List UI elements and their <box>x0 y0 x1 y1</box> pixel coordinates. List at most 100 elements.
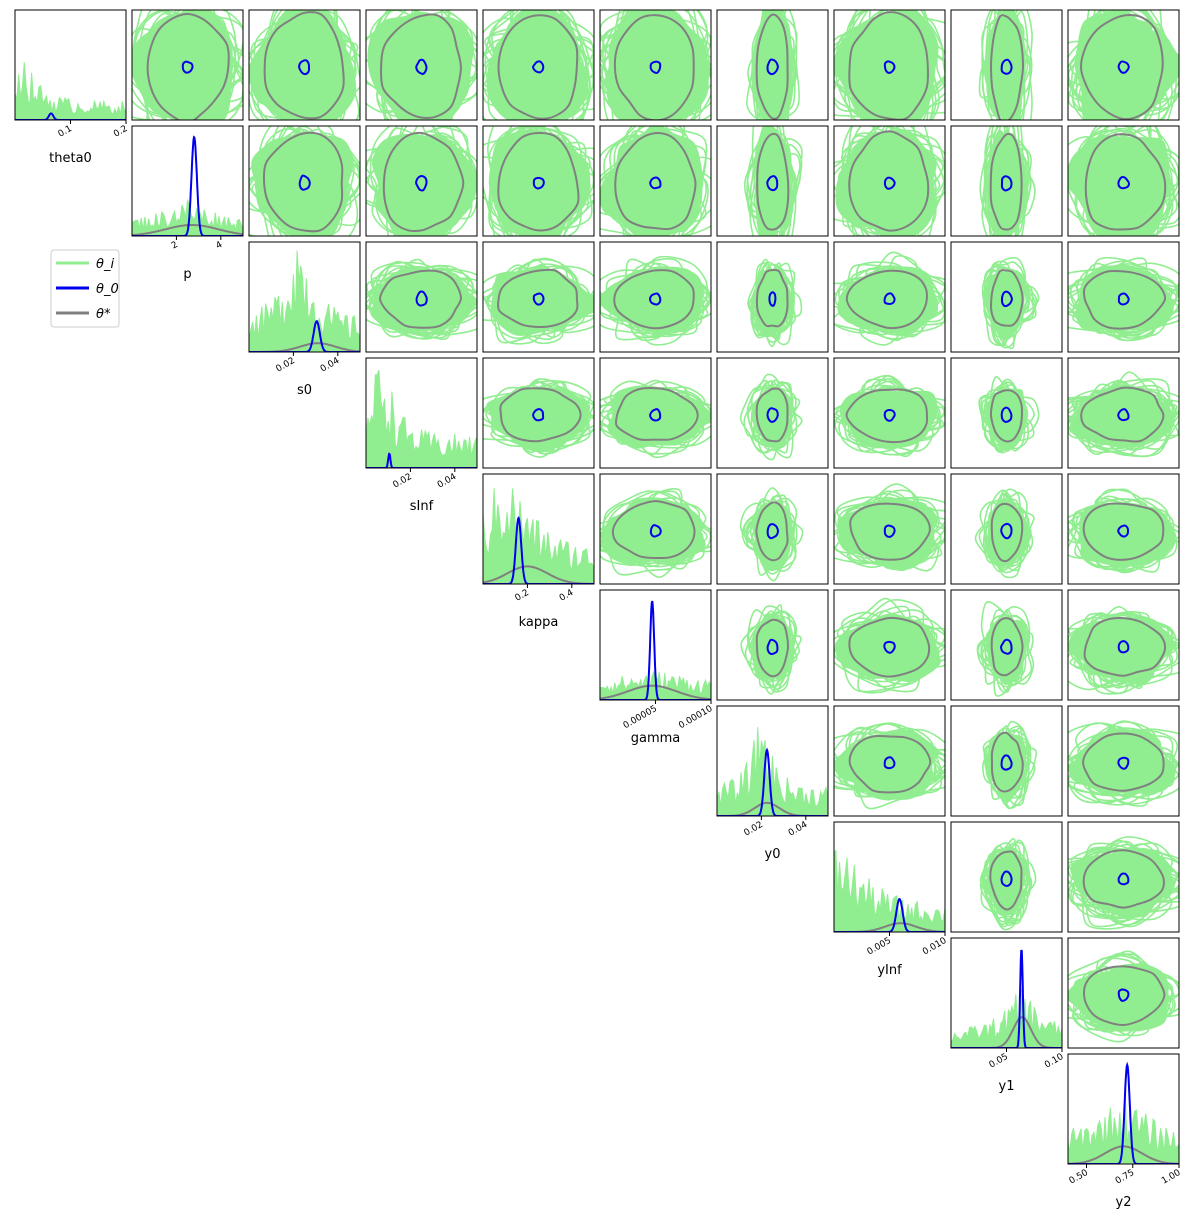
sample-contour <box>600 269 709 341</box>
panel-frame <box>248 241 361 353</box>
reference-contour <box>990 269 1024 327</box>
pair-panel-yInf-vs-s0 <box>833 241 946 353</box>
reference-contour <box>614 132 697 231</box>
reference-contour <box>849 502 931 561</box>
reference-contour <box>379 13 462 119</box>
sample-contour <box>258 126 360 236</box>
sample-contour <box>261 20 357 120</box>
reference-contour <box>990 617 1024 677</box>
sample-contour <box>834 742 921 797</box>
sample-contour <box>1068 616 1157 689</box>
sample-contour <box>747 379 794 450</box>
pair-panel-sInf-vs-s0 <box>365 241 478 353</box>
sample-contour <box>844 615 925 682</box>
x-tick-label: 0.02 <box>392 472 414 491</box>
reference-contour <box>989 132 1023 231</box>
sample-contour <box>603 391 700 437</box>
reference-contour <box>382 131 465 233</box>
panel-frame <box>950 705 1063 817</box>
pair-panel-yInf-vs-p <box>833 125 946 237</box>
panel-frame <box>1067 9 1180 121</box>
sample-contour <box>377 266 477 330</box>
sample-contour <box>852 744 919 795</box>
panel-frame <box>482 125 595 237</box>
pair-panel-y1-vs-yInf <box>950 821 1063 933</box>
sample-contour <box>600 392 705 455</box>
posterior-contour <box>1000 406 1013 423</box>
reference-contour <box>497 268 579 329</box>
panel-frame <box>365 9 478 121</box>
x-tick-label: 0.2 <box>513 588 530 604</box>
x-tick-label: 0.02 <box>275 356 297 375</box>
sample-contour <box>1081 862 1173 911</box>
panel-frame <box>599 125 712 237</box>
sample-contour <box>759 499 796 572</box>
sample-contour <box>838 385 920 458</box>
reference-contour <box>990 731 1024 793</box>
sample-contour <box>864 267 942 326</box>
reference-contour <box>263 11 345 120</box>
posterior-contour <box>766 175 779 192</box>
legend: θ_i θ_0 θ* <box>50 249 120 328</box>
sample-contour <box>1087 142 1163 222</box>
sample-contour <box>834 497 940 572</box>
sample-contour <box>484 10 594 120</box>
sample-contour <box>991 126 1015 236</box>
pair-panel-yInf-vs-gamma <box>833 589 946 701</box>
posterior-contour <box>1117 176 1130 190</box>
sample-contour <box>842 723 936 794</box>
sample-contour <box>624 131 694 236</box>
sample-contour <box>496 258 575 330</box>
sample-contour <box>264 126 341 236</box>
panel-frame <box>1067 589 1180 701</box>
sample-contour <box>836 497 933 563</box>
sample-contour <box>373 21 477 110</box>
reference-contour <box>990 502 1024 563</box>
sample-contour <box>984 620 1033 687</box>
panel-frame <box>365 241 478 353</box>
reference-contour <box>613 14 695 120</box>
pair-panel-yInf-vs-theta0 <box>833 9 946 121</box>
x-tick-label: 0.04 <box>319 356 342 375</box>
sample-contour <box>752 143 803 236</box>
sample-contour <box>988 734 1020 794</box>
sample-contour <box>600 137 707 231</box>
reference-contour <box>755 268 789 328</box>
sample-contour <box>490 257 594 340</box>
reference-contour <box>379 269 462 329</box>
sample-contour <box>376 25 471 117</box>
reference-contour <box>756 132 790 231</box>
reference-contour <box>1083 616 1167 677</box>
panel-frame <box>950 241 1063 353</box>
posterior-contour <box>415 290 428 307</box>
sample-contour <box>1069 620 1178 671</box>
panel-frame <box>950 821 1063 933</box>
reference-contour <box>146 12 230 120</box>
sample-contour <box>838 251 945 333</box>
sample-contour <box>1085 26 1154 111</box>
x-tick-label: 0.005 <box>866 936 893 958</box>
sample-contour <box>497 273 594 323</box>
posterior-contour <box>649 60 662 74</box>
sample-contour <box>389 156 458 230</box>
sample-contour <box>147 11 225 120</box>
pair-panel-y0-vs-p <box>716 125 829 237</box>
sample-contour <box>1068 390 1157 440</box>
panel-frame <box>131 9 244 121</box>
sample-contour <box>979 126 1019 236</box>
marginal-panel-kappa: 0.2 0.4 kappa <box>482 473 595 630</box>
pair-panel-y1-vs-sInf <box>950 357 1063 469</box>
sample-contour <box>982 851 1016 897</box>
reference-contour <box>1083 965 1166 1027</box>
x-tick-label: 0.010 <box>921 936 949 958</box>
sample-contour <box>981 618 1017 681</box>
posterior-contour <box>1117 872 1130 886</box>
sample-contour <box>1071 972 1179 1021</box>
legend-label: θ_i <box>96 257 114 272</box>
sample-contour <box>612 282 700 332</box>
posterior-contour <box>1000 290 1013 308</box>
sample-contour <box>1074 488 1178 562</box>
sample-contour <box>1078 143 1179 236</box>
sample-contour <box>834 496 945 567</box>
reference-contour <box>848 11 930 120</box>
